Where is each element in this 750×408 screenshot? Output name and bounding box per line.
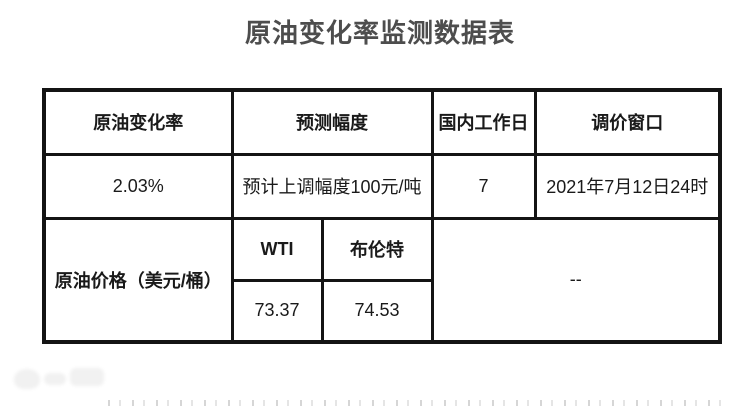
cell-wti-value: 73.37 <box>230 278 324 344</box>
watermark-shape <box>14 369 40 389</box>
cell-brent-label: 布伦特 <box>320 216 434 282</box>
cropped-text-remnants <box>108 400 730 406</box>
cell-wti-label: WTI <box>230 216 324 282</box>
cell-change-rate-value: 2.03% <box>42 152 234 220</box>
header-adjustment-window: 调价窗口 <box>533 88 722 156</box>
cell-price-label: 原油价格（美元/桶） <box>42 216 234 344</box>
crude-oil-monitoring-table: 原油变化率 预测幅度 国内工作日 调价窗口 2.03% 预计上调幅度100元/吨… <box>42 88 722 344</box>
cell-forecast-value: 预计上调幅度100元/吨 <box>230 152 434 220</box>
table-data-row: 2.03% 预计上调幅度100元/吨 7 2021年7月12日24时 <box>42 152 722 220</box>
table-header-row: 原油变化率 预测幅度 国内工作日 调价窗口 <box>42 88 722 156</box>
cell-adjustment-window-value: 2021年7月12日24时 <box>533 152 722 220</box>
price-header-row: 原油价格（美元/桶） WTI 布伦特 -- <box>42 216 722 344</box>
header-change-rate: 原油变化率 <box>42 88 234 156</box>
watermark-shape <box>70 368 104 386</box>
cell-empty-placeholder: -- <box>430 216 722 344</box>
cell-working-days-value: 7 <box>430 152 537 220</box>
watermark-shape <box>44 373 66 385</box>
header-working-days: 国内工作日 <box>430 88 537 156</box>
watermark <box>14 363 110 393</box>
price-value-row: 73.37 74.53 <box>44 278 720 344</box>
page-title: 原油变化率监测数据表 <box>244 18 515 48</box>
cell-brent-value: 74.53 <box>320 278 434 344</box>
header-forecast: 预测幅度 <box>230 88 434 156</box>
